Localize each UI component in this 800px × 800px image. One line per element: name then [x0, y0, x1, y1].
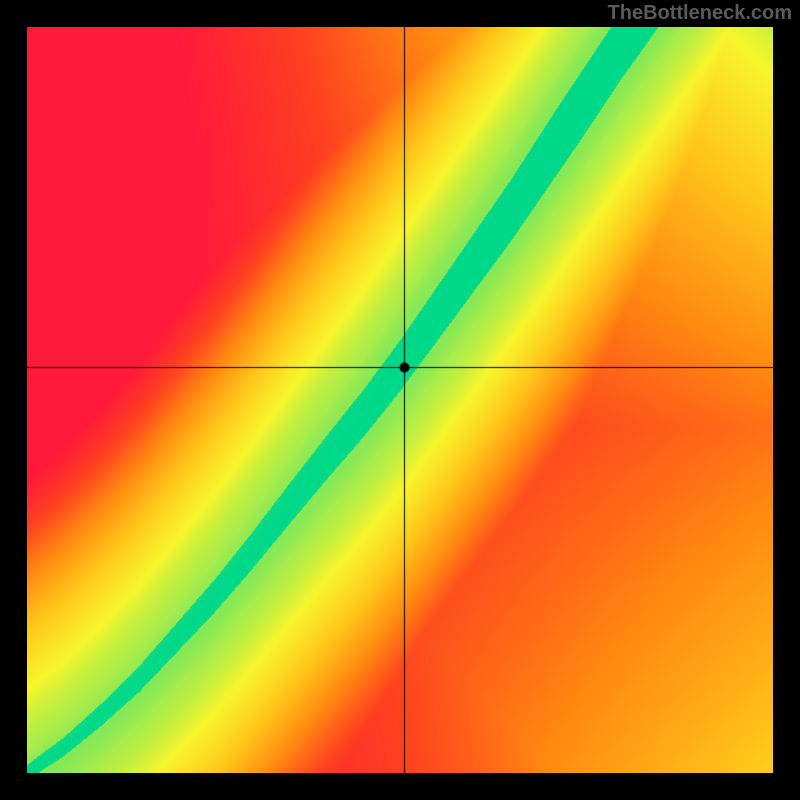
bottleneck-heatmap — [27, 27, 773, 773]
chart-container: TheBottleneck.com — [0, 0, 800, 800]
watermark-label: TheBottleneck.com — [608, 2, 792, 25]
